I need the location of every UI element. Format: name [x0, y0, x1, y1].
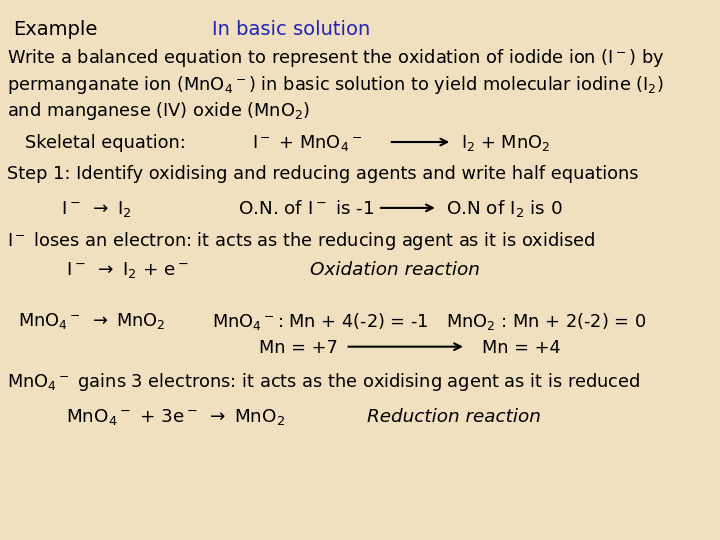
- Text: and manganese (IV) oxide (MnO$_2$): and manganese (IV) oxide (MnO$_2$): [7, 100, 310, 122]
- Text: Mn = +4: Mn = +4: [482, 339, 561, 357]
- Text: I$^-$ + MnO$_4$$^-$: I$^-$ + MnO$_4$$^-$: [252, 133, 362, 153]
- Text: Skeletal equation:: Skeletal equation:: [25, 134, 186, 152]
- Text: MnO$_4$$^-$ $\rightarrow$ MnO$_2$: MnO$_4$$^-$ $\rightarrow$ MnO$_2$: [18, 311, 166, 332]
- Text: permanganate ion (MnO$_4$$^-$) in basic solution to yield molecular iodine (I$_2: permanganate ion (MnO$_4$$^-$) in basic …: [7, 74, 664, 96]
- Text: Mn = +7: Mn = +7: [259, 339, 338, 357]
- Text: I$^-$ $\rightarrow$ I$_2$: I$^-$ $\rightarrow$ I$_2$: [61, 199, 132, 219]
- Text: I$_2$ + MnO$_2$: I$_2$ + MnO$_2$: [461, 133, 550, 153]
- Text: MnO$_4$$^-$ gains 3 electrons: it acts as the oxidising agent as it is reduced: MnO$_4$$^-$ gains 3 electrons: it acts a…: [7, 372, 640, 393]
- Text: MnO$_2$ : Mn + 2(-2) = 0: MnO$_2$ : Mn + 2(-2) = 0: [446, 311, 647, 332]
- Text: Write a balanced equation to represent the oxidation of iodide ion (I$^-$) by: Write a balanced equation to represent t…: [7, 48, 665, 69]
- Text: In basic solution: In basic solution: [212, 20, 371, 39]
- Text: Step 1: Identify oxidising and reducing agents and write half equations: Step 1: Identify oxidising and reducing …: [7, 165, 639, 183]
- Text: MnO$_4$$^-$ + 3e$^-$ $\rightarrow$ MnO$_2$: MnO$_4$$^-$ + 3e$^-$ $\rightarrow$ MnO$_…: [66, 407, 285, 427]
- Text: O.N. of I$^-$ is -1: O.N. of I$^-$ is -1: [238, 200, 374, 218]
- Text: Reduction reaction: Reduction reaction: [367, 408, 541, 426]
- Text: MnO$_4$$^-$: Mn + 4(-2) = -1: MnO$_4$$^-$: Mn + 4(-2) = -1: [212, 311, 429, 332]
- Text: I$^-$ loses an electron: it acts as the reducing agent as it is oxidised: I$^-$ loses an electron: it acts as the …: [7, 230, 595, 252]
- Text: I$^-$ $\rightarrow$ I$_2$ + e$^-$: I$^-$ $\rightarrow$ I$_2$ + e$^-$: [66, 260, 189, 280]
- Text: Example: Example: [13, 20, 97, 39]
- Text: Oxidation reaction: Oxidation reaction: [310, 261, 480, 279]
- Text: O.N of I$_2$ is 0: O.N of I$_2$ is 0: [446, 199, 563, 219]
